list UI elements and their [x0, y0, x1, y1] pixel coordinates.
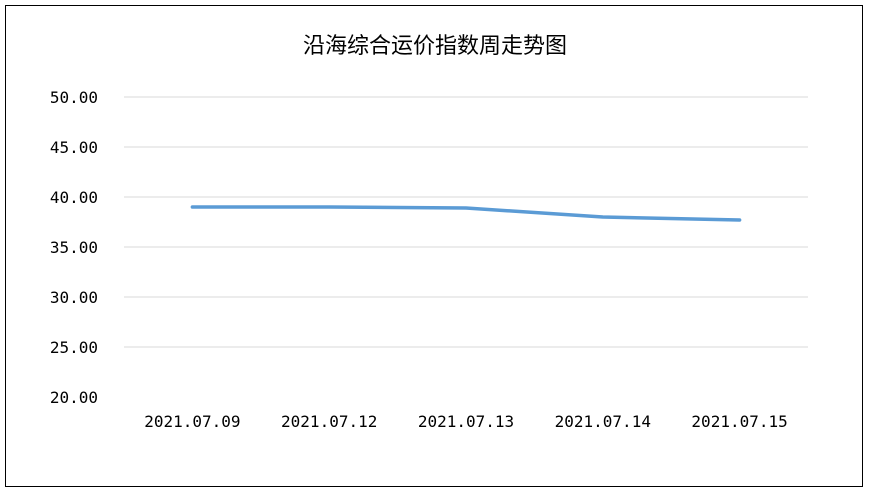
y-tick-label: 20.00: [50, 388, 98, 407]
data-point: [327, 205, 331, 209]
y-tick-label: 50.00: [50, 88, 98, 107]
data-point: [190, 205, 194, 209]
x-tick-label: 2021.07.14: [555, 412, 651, 431]
y-tick-label: 45.00: [50, 138, 98, 157]
y-axis: 20.00 25.00 30.00 35.00 40.00 45.00 50.00: [50, 88, 98, 407]
x-tick-label: 2021.07.15: [691, 412, 787, 431]
chart-title: 沿海综合运价指数周走势图: [302, 34, 567, 59]
x-tick-label: 2021.07.09: [144, 412, 240, 431]
y-tick-label: 35.00: [50, 238, 98, 257]
x-tick-label: 2021.07.13: [418, 412, 514, 431]
y-tick-label: 40.00: [50, 188, 98, 207]
series-layer: [190, 205, 742, 222]
y-tick-label: 25.00: [50, 338, 98, 357]
data-point: [464, 206, 468, 210]
x-tick-label: 2021.07.12: [281, 412, 377, 431]
data-point: [601, 215, 605, 219]
y-tick-label: 30.00: [50, 288, 98, 307]
chart-frame: [5, 5, 863, 487]
data-point: [738, 218, 742, 222]
gridlines: [124, 96, 808, 348]
x-axis: 2021.07.09 2021.07.12 2021.07.13 2021.07.14…: [144, 412, 788, 431]
